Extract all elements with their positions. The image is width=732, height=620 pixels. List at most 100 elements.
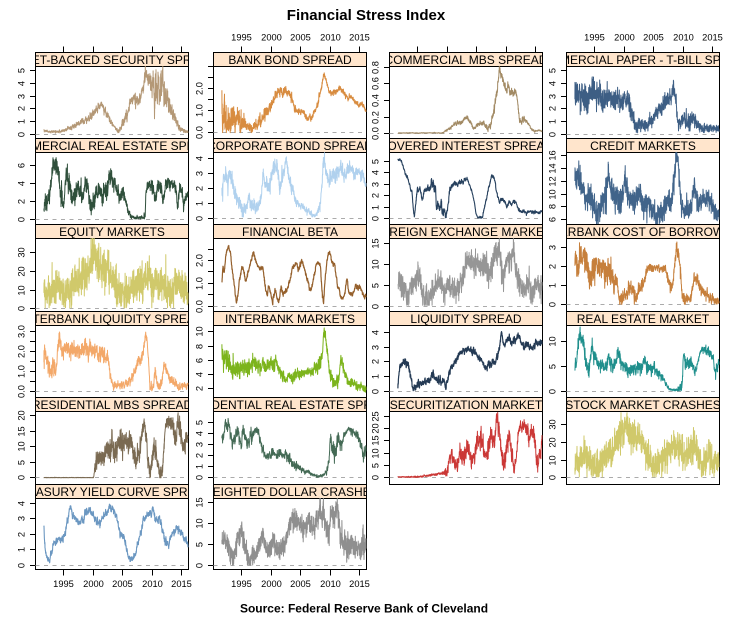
svg-text:5: 5 bbox=[371, 463, 381, 468]
svg-text:20: 20 bbox=[548, 437, 558, 447]
svg-text:COVERED INTEREST SPREAD: COVERED INTEREST SPREAD bbox=[379, 139, 554, 153]
svg-text:REAL ESTATE MARKET: REAL ESTATE MARKET bbox=[577, 312, 710, 326]
svg-text:3: 3 bbox=[548, 94, 558, 99]
svg-text:4: 4 bbox=[371, 330, 381, 335]
svg-text:CORPORATE BOND SPREAD: CORPORATE BOND SPREAD bbox=[207, 139, 373, 153]
svg-text:1995: 1995 bbox=[53, 579, 74, 589]
svg-text:2: 2 bbox=[17, 106, 27, 111]
svg-text:4: 4 bbox=[195, 156, 205, 161]
svg-text:3: 3 bbox=[17, 516, 27, 521]
svg-text:4: 4 bbox=[548, 81, 558, 86]
svg-text:BANK BOND SPREAD: BANK BOND SPREAD bbox=[228, 53, 352, 67]
svg-text:WEIGHTED DOLLAR CRASHES: WEIGHTED DOLLAR CRASHES bbox=[201, 485, 378, 499]
svg-text:0.0: 0.0 bbox=[195, 126, 205, 139]
svg-text:CREDIT MARKETS: CREDIT MARKETS bbox=[590, 139, 696, 153]
svg-text:3: 3 bbox=[195, 171, 205, 176]
svg-text:FINANCIAL BETA: FINANCIAL BETA bbox=[242, 225, 338, 239]
svg-text:4: 4 bbox=[195, 431, 205, 436]
svg-text:0.4: 0.4 bbox=[371, 94, 381, 107]
svg-text:INTERBANK MARKETS: INTERBANK MARKETS bbox=[225, 312, 355, 326]
svg-text:2005: 2005 bbox=[112, 579, 133, 589]
svg-text:10: 10 bbox=[195, 518, 205, 528]
svg-text:COMMERCIAL REAL ESTATE SPREAD: COMMERCIAL REAL ESTATE SPREAD bbox=[4, 139, 220, 153]
svg-text:RESIDENTIAL MBS SPREAD: RESIDENTIAL MBS SPREAD bbox=[32, 398, 193, 412]
svg-text:2: 2 bbox=[17, 199, 27, 204]
svg-text:5: 5 bbox=[195, 542, 205, 547]
svg-text:0: 0 bbox=[195, 216, 205, 221]
svg-text:12: 12 bbox=[548, 176, 558, 186]
svg-text:0: 0 bbox=[17, 306, 27, 311]
svg-text:5: 5 bbox=[548, 68, 558, 73]
svg-text:2: 2 bbox=[371, 359, 381, 364]
svg-text:2000: 2000 bbox=[614, 33, 635, 43]
svg-text:2.0: 2.0 bbox=[17, 345, 27, 358]
svg-text:4: 4 bbox=[371, 170, 381, 175]
svg-text:2010: 2010 bbox=[320, 33, 341, 43]
svg-text:20: 20 bbox=[371, 423, 381, 433]
svg-text:5: 5 bbox=[548, 364, 558, 369]
svg-text:Financial Stress Index: Financial Stress Index bbox=[287, 7, 446, 24]
svg-text:25: 25 bbox=[371, 411, 381, 421]
svg-text:2: 2 bbox=[548, 264, 558, 269]
svg-text:0: 0 bbox=[371, 389, 381, 394]
svg-text:16: 16 bbox=[548, 150, 558, 160]
svg-text:20: 20 bbox=[17, 410, 27, 420]
svg-text:0: 0 bbox=[371, 475, 381, 480]
svg-text:5: 5 bbox=[17, 68, 27, 73]
svg-text:2010: 2010 bbox=[142, 579, 163, 589]
svg-text:5: 5 bbox=[371, 283, 381, 288]
svg-text:10: 10 bbox=[548, 336, 558, 346]
svg-text:15: 15 bbox=[195, 497, 205, 507]
svg-text:3.0: 3.0 bbox=[17, 325, 27, 338]
svg-text:8: 8 bbox=[195, 344, 205, 349]
svg-text:4: 4 bbox=[17, 81, 27, 86]
svg-text:15: 15 bbox=[371, 238, 381, 248]
svg-text:RESIDENTIAL REAL ESTATE SPREAD: RESIDENTIAL REAL ESTATE SPREAD bbox=[183, 398, 397, 412]
svg-text:0: 0 bbox=[195, 563, 205, 568]
svg-text:10: 10 bbox=[195, 326, 205, 336]
svg-text:0: 0 bbox=[371, 304, 381, 309]
svg-text:Source: Federal Reserve Bank o: Source: Federal Reserve Bank of Clevelan… bbox=[240, 602, 488, 616]
svg-text:1.0: 1.0 bbox=[195, 104, 205, 117]
svg-text:5: 5 bbox=[17, 460, 27, 465]
svg-text:2015: 2015 bbox=[349, 33, 370, 43]
svg-text:2010: 2010 bbox=[673, 33, 694, 43]
svg-text:2: 2 bbox=[548, 106, 558, 111]
svg-text:1: 1 bbox=[548, 283, 558, 288]
svg-text:1: 1 bbox=[195, 201, 205, 206]
svg-text:2000: 2000 bbox=[83, 579, 104, 589]
svg-text:2: 2 bbox=[17, 532, 27, 537]
svg-text:4: 4 bbox=[17, 181, 27, 186]
svg-text:LIQUIDITY SPREAD: LIQUIDITY SPREAD bbox=[410, 312, 521, 326]
svg-text:10: 10 bbox=[548, 455, 558, 465]
svg-text:2005: 2005 bbox=[290, 33, 311, 43]
svg-text:6: 6 bbox=[195, 358, 205, 363]
svg-text:2.0: 2.0 bbox=[195, 254, 205, 267]
svg-text:10: 10 bbox=[17, 441, 27, 451]
svg-text:2000: 2000 bbox=[261, 579, 282, 589]
svg-text:0: 0 bbox=[17, 132, 27, 137]
svg-text:1.0: 1.0 bbox=[195, 277, 205, 290]
svg-text:1995: 1995 bbox=[231, 579, 252, 589]
svg-text:COMMERCIAL PAPER - T-BILL SPRE: COMMERCIAL PAPER - T-BILL SPREAD bbox=[532, 53, 732, 67]
svg-text:2: 2 bbox=[371, 193, 381, 198]
svg-text:0.8: 0.8 bbox=[371, 61, 381, 74]
svg-text:1: 1 bbox=[371, 374, 381, 379]
svg-text:14: 14 bbox=[548, 163, 558, 173]
svg-text:10: 10 bbox=[371, 259, 381, 269]
svg-text:6: 6 bbox=[548, 217, 558, 222]
svg-text:0: 0 bbox=[371, 216, 381, 221]
svg-text:4: 4 bbox=[195, 372, 205, 377]
svg-text:1: 1 bbox=[195, 464, 205, 469]
svg-text:COMMERCIAL MBS SPREAD: COMMERCIAL MBS SPREAD bbox=[385, 53, 548, 67]
svg-text:2005: 2005 bbox=[643, 33, 664, 43]
svg-text:0: 0 bbox=[195, 475, 205, 480]
svg-text:3: 3 bbox=[548, 245, 558, 250]
svg-text:0: 0 bbox=[548, 475, 558, 480]
svg-text:10: 10 bbox=[548, 189, 558, 199]
svg-text:EQUITY MARKETS: EQUITY MARKETS bbox=[59, 225, 165, 239]
svg-text:1: 1 bbox=[371, 205, 381, 210]
svg-text:0: 0 bbox=[548, 302, 558, 307]
svg-text:2: 2 bbox=[195, 453, 205, 458]
svg-text:SECURITIZATION MARKET: SECURITIZATION MARKET bbox=[390, 398, 543, 412]
